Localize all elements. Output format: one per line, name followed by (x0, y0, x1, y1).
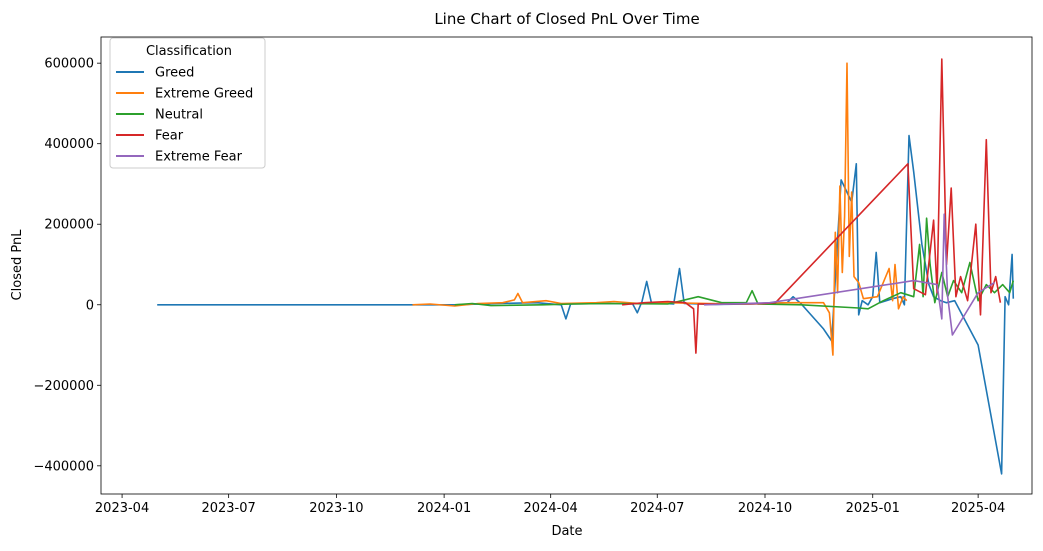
legend-entry-label: Extreme Greed (155, 87, 253, 102)
series-line-extreme-fear (704, 213, 995, 336)
legend-box (109, 37, 266, 169)
x-tick-label: 2024-01 (417, 501, 471, 516)
y-axis: 600000 400000 200000 0 −200000 −400000 (33, 57, 101, 474)
x-axis-label: Date (551, 524, 582, 539)
series-line-greed (157, 134, 1015, 475)
legend-entry-label: Extreme Fear (155, 150, 243, 165)
y-tick-label: 200000 (44, 218, 94, 233)
x-tick-label: 2023-04 (95, 501, 149, 516)
x-tick-label: 2023-10 (309, 501, 363, 516)
y-tick-label: 0 (86, 298, 94, 313)
x-tick-label: 2024-04 (524, 501, 578, 516)
x-tick-label: 2023-07 (201, 501, 255, 516)
legend-entry-label: Greed (155, 66, 194, 81)
x-tick-label: 2025-04 (951, 501, 1005, 516)
y-tick-label: −200000 (33, 379, 94, 394)
legend-entry-label: Neutral (155, 108, 203, 123)
series-line-extreme-greed (412, 62, 908, 356)
y-tick-label: −400000 (33, 459, 94, 474)
y-tick-label: 600000 (44, 57, 94, 72)
legend: Classification Greed Extreme Greed Neutral F… (109, 37, 266, 169)
y-tick-label: 400000 (44, 137, 94, 152)
x-tick-label: 2025-01 (846, 501, 900, 516)
plot-lines (157, 58, 1015, 475)
x-axis: 2023-04 2023-07 2023-10 2024-01 2024-04 2024-… (95, 494, 1005, 516)
plot-frame (100, 36, 1033, 495)
legend-entry-label: Fear (155, 129, 184, 144)
legend-title: Classification (146, 44, 232, 59)
series-line-fear (622, 58, 1002, 354)
x-tick-label: 2024-07 (630, 501, 684, 516)
chart-title: Line Chart of Closed PnL Over Time (434, 10, 699, 28)
x-tick-label: 2024-10 (738, 501, 792, 516)
y-axis-label: Closed PnL (10, 229, 25, 301)
